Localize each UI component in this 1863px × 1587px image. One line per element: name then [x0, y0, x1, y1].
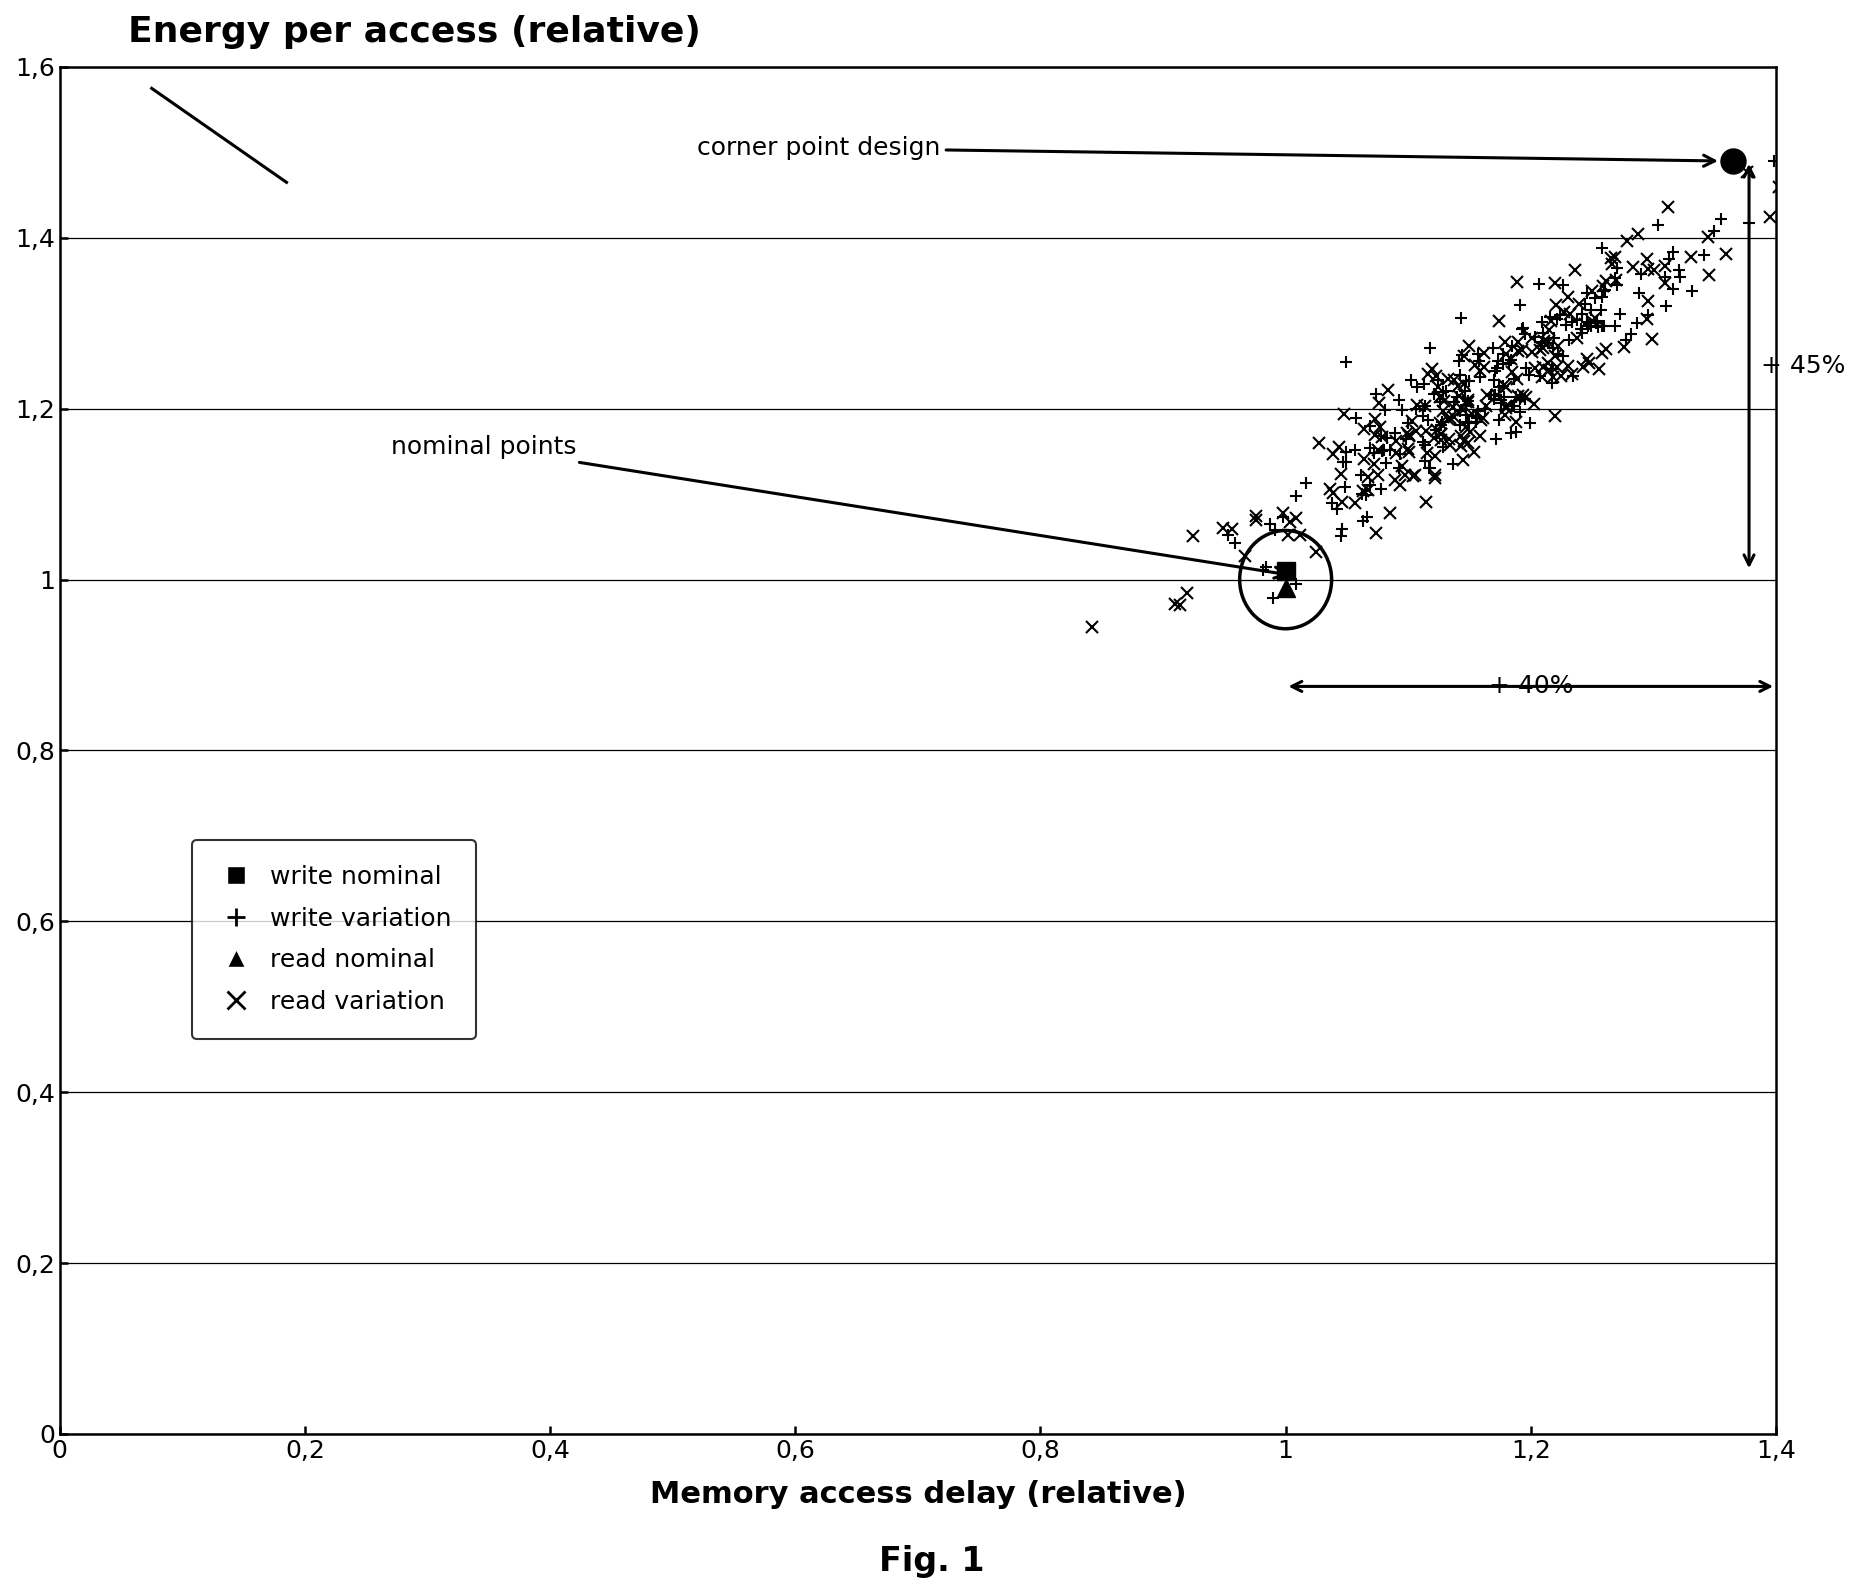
read variation [1353, 421, 1375, 440]
Line: write variation: write variation [1222, 136, 1863, 603]
write variation [1429, 416, 1451, 435]
write variation [1591, 287, 1613, 306]
read variation [1276, 525, 1299, 544]
write variation [1762, 152, 1785, 171]
write variation [1543, 329, 1565, 348]
Text: Fig. 1: Fig. 1 [879, 1546, 984, 1577]
write variation [1490, 394, 1513, 413]
write variation [1738, 213, 1761, 232]
read variation [1401, 411, 1423, 430]
Legend: write nominal, write variation, read nominal, read variation: write nominal, write variation, read nom… [192, 840, 477, 1039]
Text: Energy per access (relative): Energy per access (relative) [129, 14, 700, 49]
read variation [1736, 162, 1759, 181]
read variation [1489, 311, 1511, 330]
write variation [1263, 587, 1285, 606]
Text: nominal points: nominal points [391, 435, 1285, 578]
Line: read variation: read variation [1086, 165, 1785, 633]
X-axis label: Memory access delay (relative): Memory access delay (relative) [650, 1479, 1187, 1509]
Text: + 45%: + 45% [1761, 354, 1846, 378]
read variation [1472, 408, 1494, 427]
write variation [1466, 344, 1489, 363]
read variation [1081, 617, 1103, 636]
read variation [1278, 513, 1300, 532]
Text: + 40%: + 40% [1489, 674, 1572, 698]
Text: corner point design: corner point design [697, 136, 1714, 167]
read variation [1654, 273, 1677, 292]
write variation [1263, 521, 1285, 540]
read variation [1455, 392, 1477, 411]
